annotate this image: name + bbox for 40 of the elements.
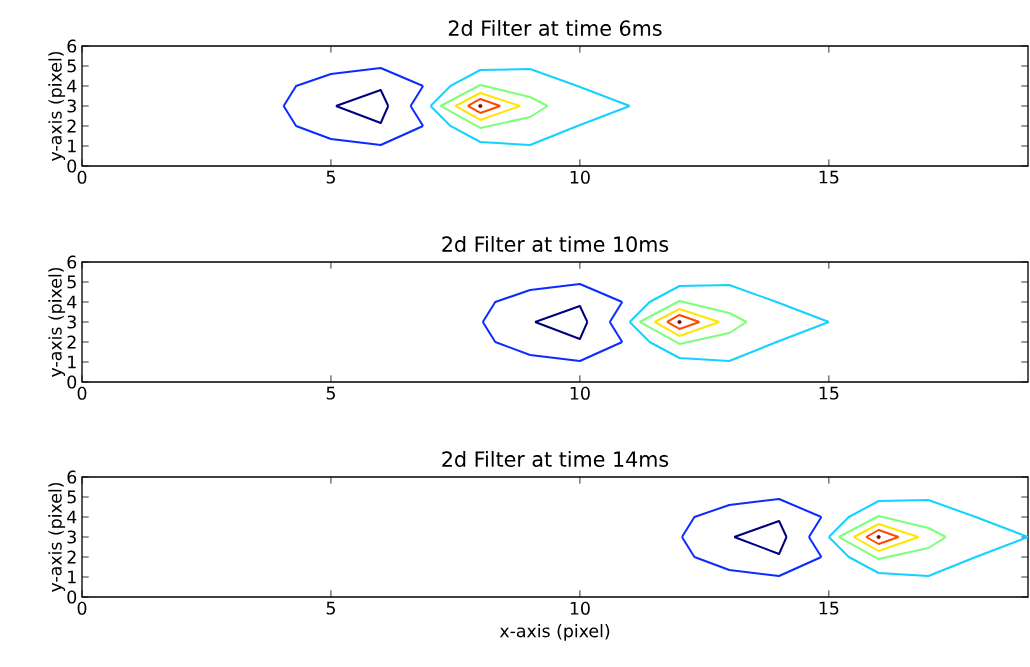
- x-tick-label: 0: [77, 386, 87, 400]
- x-tick-label: 0: [77, 170, 87, 184]
- x-tick-label: 5: [326, 601, 335, 615]
- y-tick-label: 0: [67, 159, 77, 173]
- chart-title: 2d Filter at time 6ms: [448, 19, 662, 36]
- x-tick-label: 0: [77, 601, 87, 615]
- y-axis-title: y-axis (pixel): [48, 51, 66, 161]
- y-tick-label: 4: [67, 510, 77, 524]
- x-tick-label: 15: [819, 601, 839, 615]
- y-tick-label: 6: [67, 255, 77, 269]
- y-tick-label: 5: [67, 59, 76, 73]
- chart-title: 2d Filter at time 10ms: [442, 235, 669, 252]
- x-tick-label: 5: [326, 386, 335, 400]
- x-tick-label: 15: [819, 386, 839, 400]
- y-tick-label: 2: [67, 335, 76, 349]
- y-tick-label: 1: [68, 355, 76, 369]
- x-tick-label: 10: [570, 170, 590, 184]
- y-tick-label: 0: [67, 375, 77, 389]
- y-tick-label: 2: [67, 119, 76, 133]
- y-tick-label: 1: [68, 570, 76, 584]
- y-tick-label: 1: [68, 139, 76, 153]
- y-tick-label: 4: [67, 79, 77, 93]
- y-tick-label: 6: [67, 470, 77, 484]
- x-tick-label: 10: [570, 386, 590, 400]
- y-tick-label: 3: [67, 99, 76, 113]
- y-axis-title: y-axis (pixel): [48, 267, 66, 377]
- x-tick-label: 5: [326, 170, 335, 184]
- y-tick-label: 6: [67, 39, 77, 53]
- x-tick-label: 10: [570, 601, 590, 615]
- x-tick-label: 15: [819, 170, 839, 184]
- chart-title: 2d Filter at time 14ms: [442, 450, 669, 467]
- y-tick-label: 5: [67, 490, 76, 504]
- y-tick-label: 5: [67, 275, 76, 289]
- y-tick-label: 4: [67, 295, 77, 309]
- y-axis-title: y-axis (pixel): [48, 482, 66, 592]
- x-axis-title: x-axis (pixel): [499, 623, 610, 641]
- y-tick-label: 3: [67, 315, 76, 329]
- y-tick-label: 2: [67, 550, 76, 564]
- y-tick-label: 0: [67, 590, 77, 604]
- y-tick-label: 3: [67, 530, 76, 544]
